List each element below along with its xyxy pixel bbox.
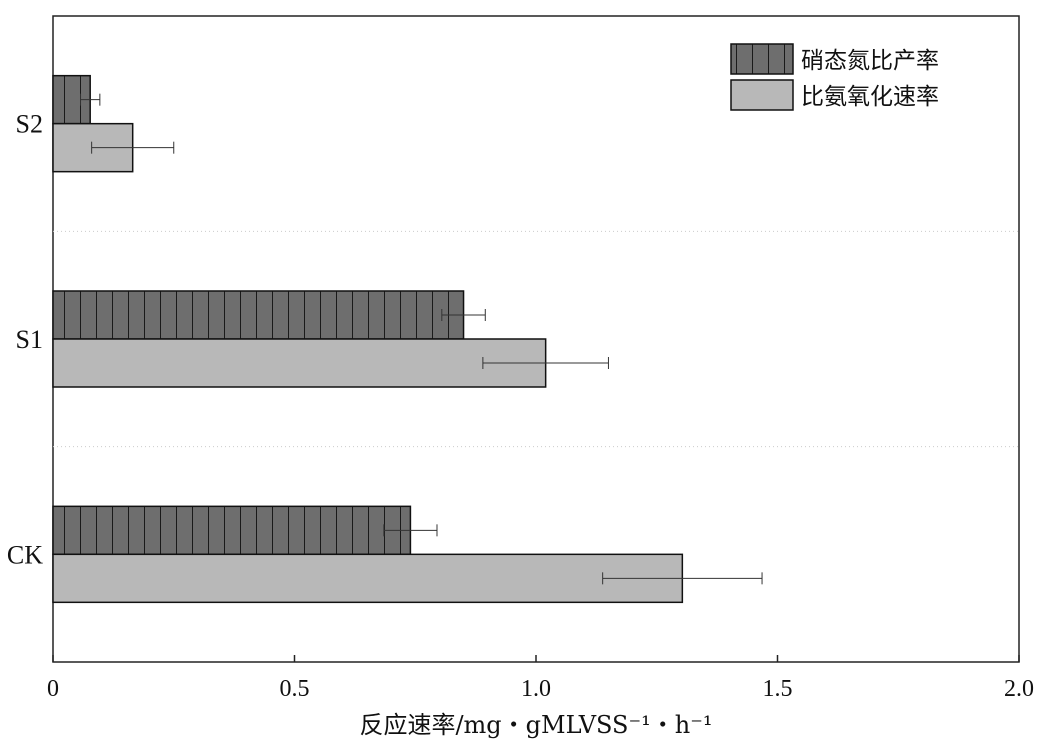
legend-swatch-series-1 <box>730 43 794 75</box>
category-label-S1: S1 <box>16 325 43 354</box>
x-tick-label: 1.0 <box>521 676 551 702</box>
bar-S1-series-2 <box>52 338 547 388</box>
bar-S1-series-1 <box>52 290 465 340</box>
x-axis-title: 反应速率/mg・gMLVSS⁻¹・h⁻¹ <box>359 711 712 739</box>
legend-swatch-series-2 <box>730 79 794 111</box>
category-label-S2: S2 <box>16 110 43 139</box>
legend-label-series-1: 硝态氮比产率 <box>801 48 939 74</box>
bar-CK-series-2 <box>52 553 684 604</box>
x-tick-label: 2.0 <box>1004 676 1034 702</box>
bar-CK-series-1 <box>52 505 412 556</box>
legend-label-series-2: 比氨氧化速率 <box>801 84 939 110</box>
category-label-CK: CK <box>7 540 43 569</box>
x-tick-label: 1.5 <box>763 676 793 702</box>
x-tick-label: 0.5 <box>280 676 310 702</box>
x-tick-label: 0 <box>47 676 59 702</box>
